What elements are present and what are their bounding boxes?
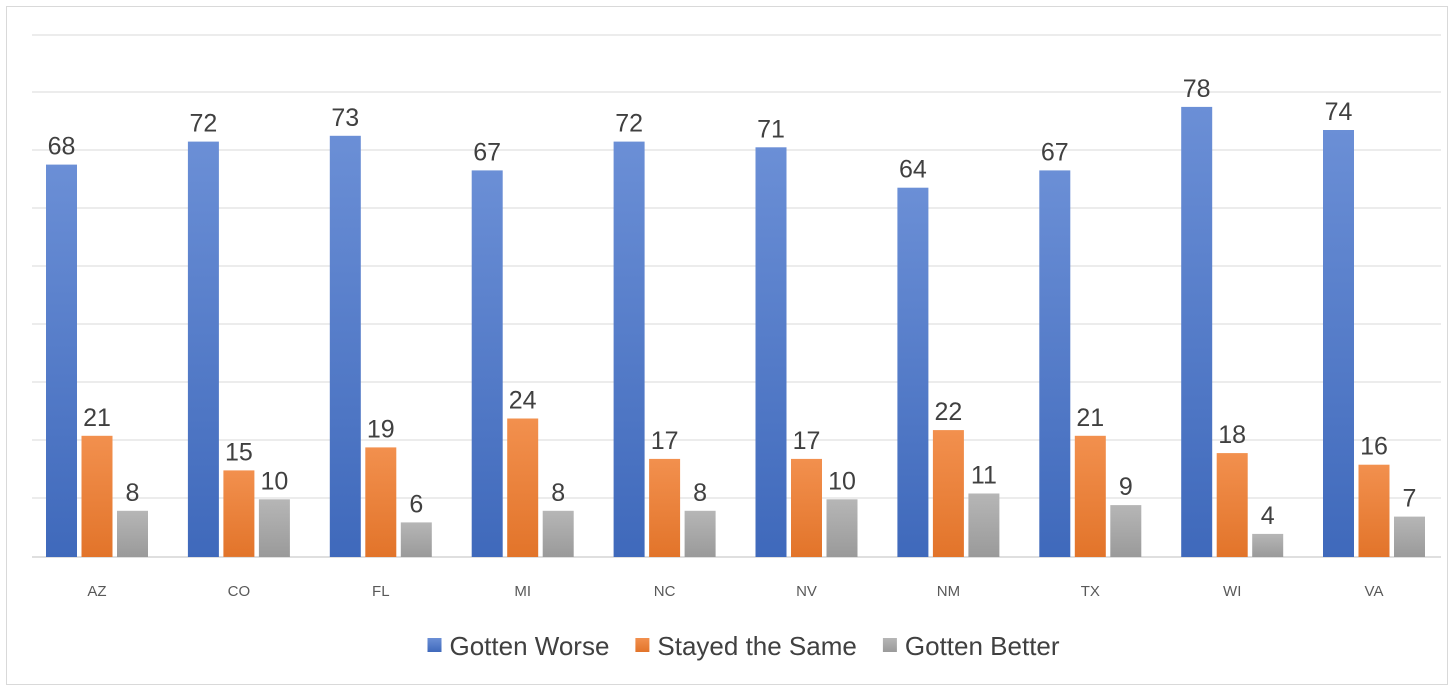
data-label-stayed-the-same-mi: 24	[509, 387, 537, 415]
legend-swatch-gotten-worse	[427, 638, 442, 652]
legend: Gotten Worse Stayed the Same Gotten Better	[427, 631, 1060, 661]
data-label-gotten-better-nc: 8	[693, 479, 707, 507]
bar-gotten-worse-nm	[897, 187, 929, 557]
bar-gotten-better-nm	[968, 493, 1000, 557]
x-tick-label-nv: NV	[796, 583, 817, 600]
bar-gotten-better-az	[117, 510, 148, 557]
bar-stayed-the-same-co	[223, 470, 255, 557]
x-tick-label-va: VA	[1365, 583, 1384, 600]
bar-stayed-the-same-va	[1358, 464, 1390, 557]
data-label-gotten-better-tx: 9	[1119, 473, 1133, 501]
data-label-gotten-worse-az: 68	[48, 133, 76, 161]
bar-gotten-worse-az	[46, 164, 77, 557]
bar-stayed-the-same-mi	[507, 418, 539, 557]
x-tick-label-nc: NC	[654, 583, 676, 600]
bar-gotten-worse-nc	[613, 141, 645, 557]
data-label-gotten-worse-nc: 72	[615, 110, 643, 138]
data-label-gotten-better-nv: 10	[828, 467, 856, 495]
data-label-gotten-worse-nv: 71	[757, 115, 785, 143]
data-label-gotten-better-mi: 8	[551, 479, 565, 507]
data-label-gotten-worse-va: 74	[1325, 98, 1353, 126]
data-label-stayed-the-same-wi: 18	[1218, 421, 1246, 449]
bar-stayed-the-same-wi	[1216, 453, 1248, 557]
bar-gotten-better-co	[258, 499, 290, 557]
x-tick-label-fl: FL	[372, 583, 390, 600]
x-tick-label-az: AZ	[87, 583, 106, 600]
x-tick-label-tx: TX	[1081, 583, 1100, 600]
data-label-gotten-worse-wi: 78	[1183, 75, 1211, 103]
x-axis-tick-labels: AZ CO FL MI NC NV NM TX WI VA	[87, 583, 1383, 600]
bar-gotten-worse-va	[1323, 130, 1354, 557]
x-tick-label-wi: WI	[1223, 583, 1241, 600]
data-label-gotten-better-fl: 6	[409, 490, 423, 518]
data-label-gotten-worse-fl: 73	[331, 104, 359, 132]
bar-stayed-the-same-nm	[932, 430, 964, 557]
data-label-stayed-the-same-nc: 17	[651, 427, 679, 455]
data-label-gotten-worse-tx: 67	[1041, 138, 1069, 166]
x-tick-label-co: CO	[228, 583, 251, 600]
bar-gotten-better-nc	[684, 510, 716, 557]
bar-gotten-better-va	[1394, 516, 1425, 557]
bar-gotten-worse-co	[187, 141, 219, 557]
bar-gotten-better-fl	[400, 522, 432, 557]
legend-label-gotten-worse: Gotten Worse	[450, 631, 610, 661]
legend-label-gotten-better: Gotten Better	[905, 631, 1060, 661]
data-labels: 6821872151073196672487217871171064221167…	[48, 75, 1417, 530]
data-label-stayed-the-same-nm: 22	[934, 398, 962, 426]
legend-swatch-gotten-better	[882, 638, 897, 652]
bar-gotten-better-nv	[826, 499, 858, 557]
data-label-stayed-the-same-va: 16	[1360, 433, 1388, 461]
bar-stayed-the-same-nv	[791, 458, 822, 557]
bar-gotten-worse-mi	[471, 170, 503, 557]
data-label-gotten-worse-co: 72	[189, 110, 217, 138]
bar-gotten-worse-wi	[1181, 106, 1213, 558]
bar-gotten-better-wi	[1252, 533, 1284, 557]
bar-stayed-the-same-az	[81, 435, 113, 557]
bar-gotten-worse-nv	[755, 147, 787, 558]
bar-gotten-better-mi	[542, 510, 574, 557]
bar-gotten-better-tx	[1110, 505, 1142, 557]
data-label-gotten-better-nm: 11	[971, 462, 997, 490]
bars	[46, 106, 1425, 558]
data-label-stayed-the-same-co: 15	[225, 438, 253, 466]
x-tick-label-nm: NM	[937, 583, 960, 600]
data-label-stayed-the-same-az: 21	[83, 404, 111, 432]
bar-gotten-worse-tx	[1039, 170, 1071, 557]
data-label-gotten-better-wi: 4	[1261, 502, 1275, 530]
bar-stayed-the-same-fl	[365, 447, 397, 557]
legend-swatch-stayed-the-same	[635, 638, 650, 652]
bar-gotten-worse-fl	[329, 135, 361, 558]
legend-item-stayed-the-same: Stayed the Same	[635, 631, 857, 661]
bar-stayed-the-same-tx	[1074, 435, 1106, 557]
data-label-gotten-better-co: 10	[260, 467, 288, 495]
x-tick-label-mi: MI	[514, 583, 531, 600]
legend-item-gotten-better: Gotten Better	[882, 631, 1060, 661]
data-label-gotten-better-az: 8	[125, 479, 139, 507]
data-label-gotten-better-va: 7	[1403, 485, 1417, 513]
data-label-stayed-the-same-nv: 17	[793, 427, 821, 455]
data-label-gotten-worse-nm: 64	[899, 156, 927, 184]
legend-label-stayed-the-same: Stayed the Same	[657, 631, 856, 661]
data-label-gotten-worse-mi: 67	[473, 138, 501, 166]
data-label-stayed-the-same-fl: 19	[367, 415, 395, 443]
data-label-stayed-the-same-tx: 21	[1076, 404, 1104, 432]
bar-stayed-the-same-nc	[649, 458, 681, 557]
legend-item-gotten-worse: Gotten Worse	[427, 631, 610, 661]
